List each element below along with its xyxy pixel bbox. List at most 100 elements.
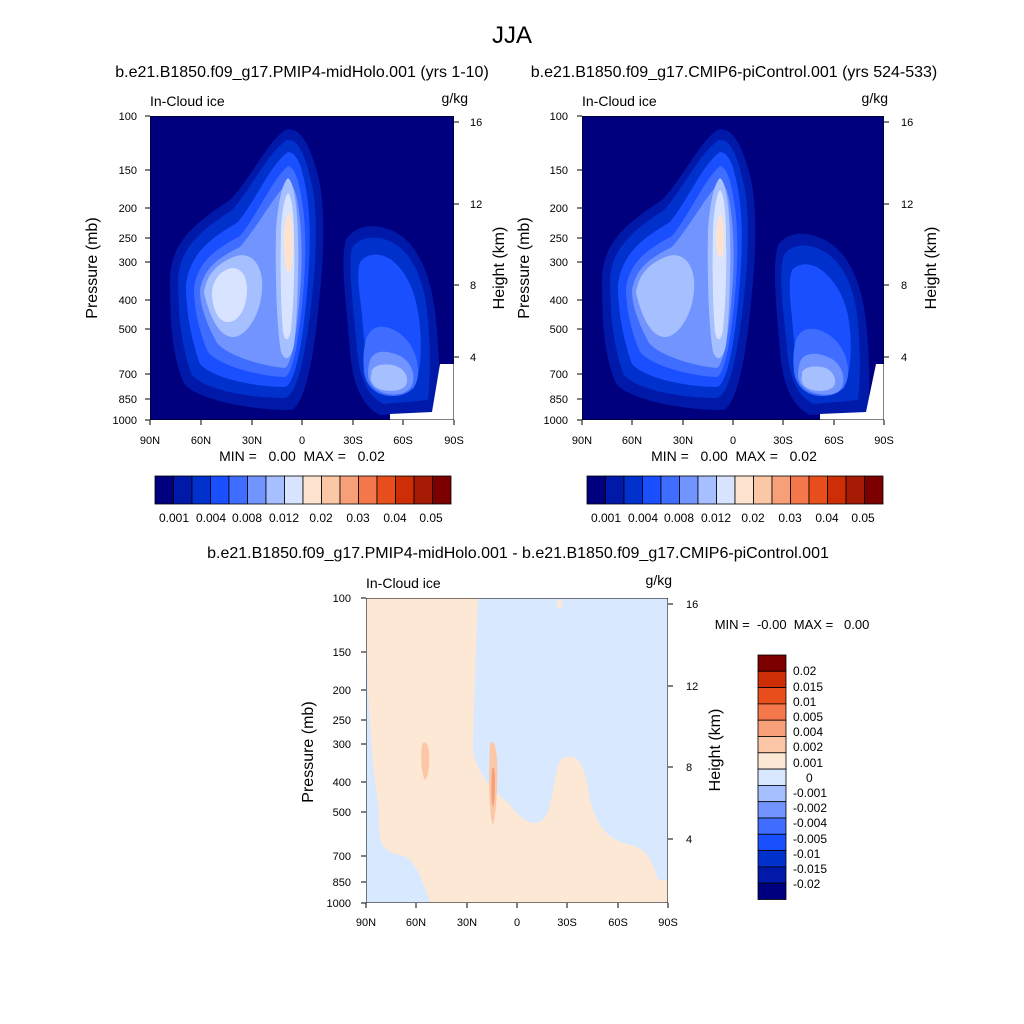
y2-tick-label: 12 [901, 199, 913, 211]
colorbar-swatch [757, 736, 787, 754]
x-tick-label: 60N [406, 917, 426, 929]
colorbar-swatch [642, 475, 662, 505]
x-tick-label: 30S [557, 917, 577, 929]
colorbar-swatch [302, 475, 322, 505]
colorbar-swatch [845, 475, 865, 505]
x-tick-label: 60S [393, 435, 413, 447]
y-tick-label: 100 [550, 111, 568, 123]
y2-tick-label: 16 [901, 117, 913, 129]
y-axis-label: Pressure (mb) [300, 701, 317, 802]
colorbar-swatch [660, 475, 680, 505]
contour-field [366, 598, 668, 903]
x-tick-label: 90S [874, 435, 894, 447]
y-tick-label: 500 [550, 324, 568, 336]
colorbar-label: 0.001 [591, 511, 621, 525]
panel-title: b.e21.B1850.f09_g17.PMIP4-midHolo.001 - … [207, 545, 829, 562]
panel-units: g/kg [442, 90, 468, 106]
x-axis-ticks: 90N 60N 30N 0 30S 60S 90S [356, 903, 678, 929]
colorbar-swatch [757, 785, 787, 803]
y-axis-ticks: 100 150 200 250 300 400 500 700 850 1000 [327, 593, 366, 910]
y-tick-label: 1000 [327, 898, 351, 910]
x-tick-label: 60S [608, 917, 628, 929]
colorbar-label: 0.008 [232, 511, 262, 525]
panel-title: b.e21.B1850.f09_g17.CMIP6-piControl.001 … [531, 64, 937, 81]
colorbar-swatch [623, 475, 643, 505]
colorbar-swatch [808, 475, 828, 505]
colorbar-swatch [753, 475, 773, 505]
colorbar-swatch [697, 475, 717, 505]
x-tick-label: 90N [572, 435, 592, 447]
y-axis-ticks: 100 150 200 250 300 400 500 700 850 1000 [113, 111, 150, 427]
y2-tick-label: 12 [470, 199, 482, 211]
y2-tick-label: 8 [901, 280, 907, 292]
panel-left-label: In-Cloud ice [366, 575, 441, 591]
y-tick-label: 150 [550, 165, 568, 177]
y-tick-label: 400 [333, 777, 351, 789]
colorbar-swatch [757, 752, 787, 770]
y2-tick-label: 16 [470, 117, 482, 129]
panel-units: g/kg [646, 572, 672, 588]
colorbar-label: 0.004 [793, 725, 823, 739]
colorbar-swatch [716, 475, 736, 505]
y-tick-label: 100 [333, 593, 351, 605]
panel-difference: b.e21.B1850.f09_g17.PMIP4-midHolo.001 - … [207, 545, 869, 929]
y2-axis-ticks: 16 12 8 4 [454, 117, 482, 364]
colorbar [586, 475, 884, 505]
x-tick-label: 30N [673, 435, 693, 447]
colorbar-swatch [247, 475, 267, 505]
x-tick-label: 90S [658, 917, 678, 929]
y-tick-label: 300 [550, 257, 568, 269]
colorbar-label: 0.02 [741, 511, 765, 525]
colorbar-label: -0.002 [793, 801, 827, 815]
colorbar-label: 0.002 [793, 740, 823, 754]
colorbar-labels: 0.001 0.004 0.008 0.012 0.02 0.03 0.04 0… [159, 511, 443, 525]
y-tick-label: 400 [119, 295, 137, 307]
y-tick-label: 200 [333, 685, 351, 697]
y2-axis-label: Height (km) [923, 227, 940, 310]
colorbar-swatch [265, 475, 285, 505]
y-axis-label: Pressure (mb) [84, 217, 101, 318]
colorbar-swatch [757, 833, 787, 851]
colorbar-label: 0.02 [793, 664, 817, 678]
x-tick-label: 0 [514, 917, 520, 929]
y-tick-label: 850 [119, 394, 137, 406]
y-tick-label: 500 [333, 807, 351, 819]
y-tick-label: 150 [333, 647, 351, 659]
y-tick-label: 250 [333, 715, 351, 727]
colorbar-swatch [376, 475, 396, 505]
figure-title: JJA [492, 22, 532, 49]
colorbar-swatch [827, 475, 847, 505]
y-tick-label: 1000 [113, 415, 137, 427]
colorbar-labels: 0.02 0.015 0.01 0.005 0.004 0.002 0.001 … [793, 664, 827, 891]
y2-tick-label: 4 [686, 834, 692, 846]
panel-picontrol: b.e21.B1850.f09_g17.CMIP6-piControl.001 … [516, 64, 940, 525]
colorbar-swatch [228, 475, 248, 505]
y-tick-label: 850 [550, 394, 568, 406]
colorbar-swatch [757, 801, 787, 819]
colorbar-label: 0 [806, 771, 813, 785]
colorbar [154, 475, 452, 505]
panel-units: g/kg [862, 90, 888, 106]
x-tick-label: 60S [824, 435, 844, 447]
panel-title: b.e21.B1850.f09_g17.PMIP4-midHolo.001 (y… [115, 64, 489, 81]
x-tick-label: 0 [299, 435, 305, 447]
colorbar-label: 0.001 [159, 511, 189, 525]
colorbar-label: 0.004 [196, 511, 226, 525]
min-max-readout: MIN = 0.00 MAX = 0.02 [651, 448, 817, 464]
x-tick-label: 30S [343, 435, 363, 447]
y2-axis-ticks: 16 12 8 4 [884, 117, 913, 364]
y-tick-label: 200 [550, 203, 568, 215]
colorbar-label: 0.05 [851, 511, 875, 525]
colorbar-label: 0.04 [815, 511, 839, 525]
y-tick-label: 700 [550, 369, 568, 381]
colorbar-label: -0.001 [793, 786, 827, 800]
y-tick-label: 500 [119, 324, 137, 336]
colorbar-label: 0.012 [701, 511, 731, 525]
colorbar-swatch [210, 475, 230, 505]
colorbar-swatch [757, 654, 787, 672]
colorbar-swatch [191, 475, 211, 505]
y-tick-label: 250 [119, 233, 137, 245]
colorbar-label: -0.005 [793, 832, 827, 846]
colorbar-swatch [757, 703, 787, 721]
